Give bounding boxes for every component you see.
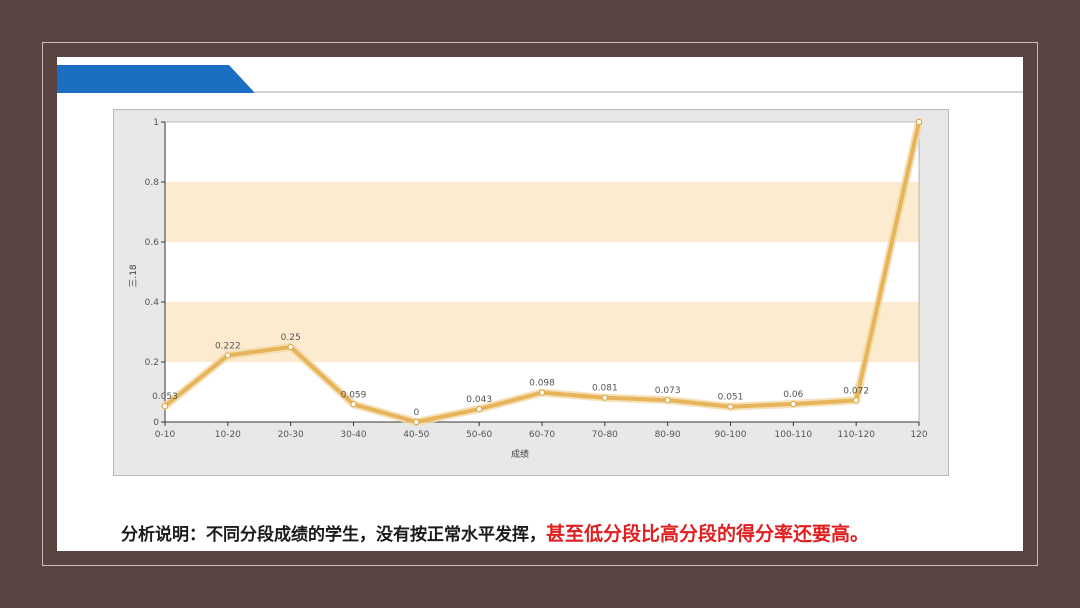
data-point <box>853 397 860 404</box>
line-chart: 0 0.2 0.4 0.6 0.8 1 0-10 10-20 20-30 30-40 40-50 50… <box>129 118 928 460</box>
data-label: 0.06 <box>783 390 803 400</box>
x-axis-title: 成绩 <box>511 448 529 460</box>
data-point <box>538 389 546 396</box>
y-tick-label: 1 <box>153 118 159 128</box>
data-label: 0.053 <box>152 392 178 402</box>
data-label: 0.043 <box>466 395 492 405</box>
y-tick-label: 0 <box>153 418 159 428</box>
data-label: 0.098 <box>529 379 555 389</box>
data-label: 0.072 <box>843 386 869 396</box>
data-point <box>601 394 608 401</box>
slide-frame <box>42 42 1038 566</box>
x-tick-label: 10-20 <box>215 430 241 440</box>
x-tick-label: 50-60 <box>466 430 492 440</box>
analysis-caption: 分析说明：不同分段成绩的学生，没有按正常水平发挥，甚至低分段比高分段的得分率还要… <box>121 519 1001 546</box>
y-tick-label: 0.6 <box>145 238 160 248</box>
data-point <box>790 400 797 408</box>
data-point <box>476 406 483 413</box>
chart-panel: 0 0.2 0.4 0.6 0.8 1 0-10 10-20 20-30 30-40 40-50 50… <box>113 109 949 476</box>
x-tick-label: 80-90 <box>655 430 681 440</box>
y-axis-title: 三.18 <box>129 264 139 288</box>
header-blue-tab <box>57 65 255 93</box>
data-label: 0.081 <box>592 384 618 394</box>
x-tick-label: 120 <box>910 430 927 440</box>
x-tick-label: 0-10 <box>155 430 176 440</box>
plot-area <box>165 122 919 422</box>
data-point <box>664 397 671 404</box>
x-tick-label: 70-80 <box>592 430 618 440</box>
data-label: 0.051 <box>718 393 744 403</box>
x-tick-label: 110-120 <box>837 430 875 440</box>
x-tick-label: 30-40 <box>340 430 366 440</box>
y-tick-label: 0.8 <box>145 178 160 188</box>
data-point <box>413 418 420 426</box>
data-label: 0 <box>413 408 419 418</box>
x-tick-label: 90-100 <box>715 430 747 440</box>
x-tick-label: 20-30 <box>278 430 304 440</box>
header-bar <box>57 65 1023 93</box>
data-label: 0.059 <box>341 390 367 400</box>
data-label: 0.073 <box>655 386 681 396</box>
plot-band-0 <box>165 302 919 362</box>
plot-band-1 <box>165 182 919 242</box>
data-point <box>350 401 357 408</box>
y-tick-label: 0.2 <box>145 358 159 368</box>
data-point <box>161 403 169 410</box>
x-tick-label: 40-50 <box>403 430 429 440</box>
caption-part1: 分析说明：不同分段成绩的学生，没有按正常水平发挥， <box>121 525 546 545</box>
data-point <box>224 352 231 359</box>
data-point <box>287 343 294 351</box>
data-label: 0.25 <box>281 333 301 343</box>
data-point <box>727 403 734 410</box>
y-tick-label: 0.4 <box>145 298 160 308</box>
caption-part2: 甚至低分段比高分段的得分率还要高。 <box>546 523 870 545</box>
data-point <box>915 118 923 126</box>
data-label: 0.222 <box>215 341 241 351</box>
x-tick-label: 100-110 <box>775 430 813 440</box>
x-tick-label: 60-70 <box>529 430 555 440</box>
slide: 0 0.2 0.4 0.6 0.8 1 0-10 10-20 20-30 30-40 40-50 50… <box>57 57 1023 551</box>
